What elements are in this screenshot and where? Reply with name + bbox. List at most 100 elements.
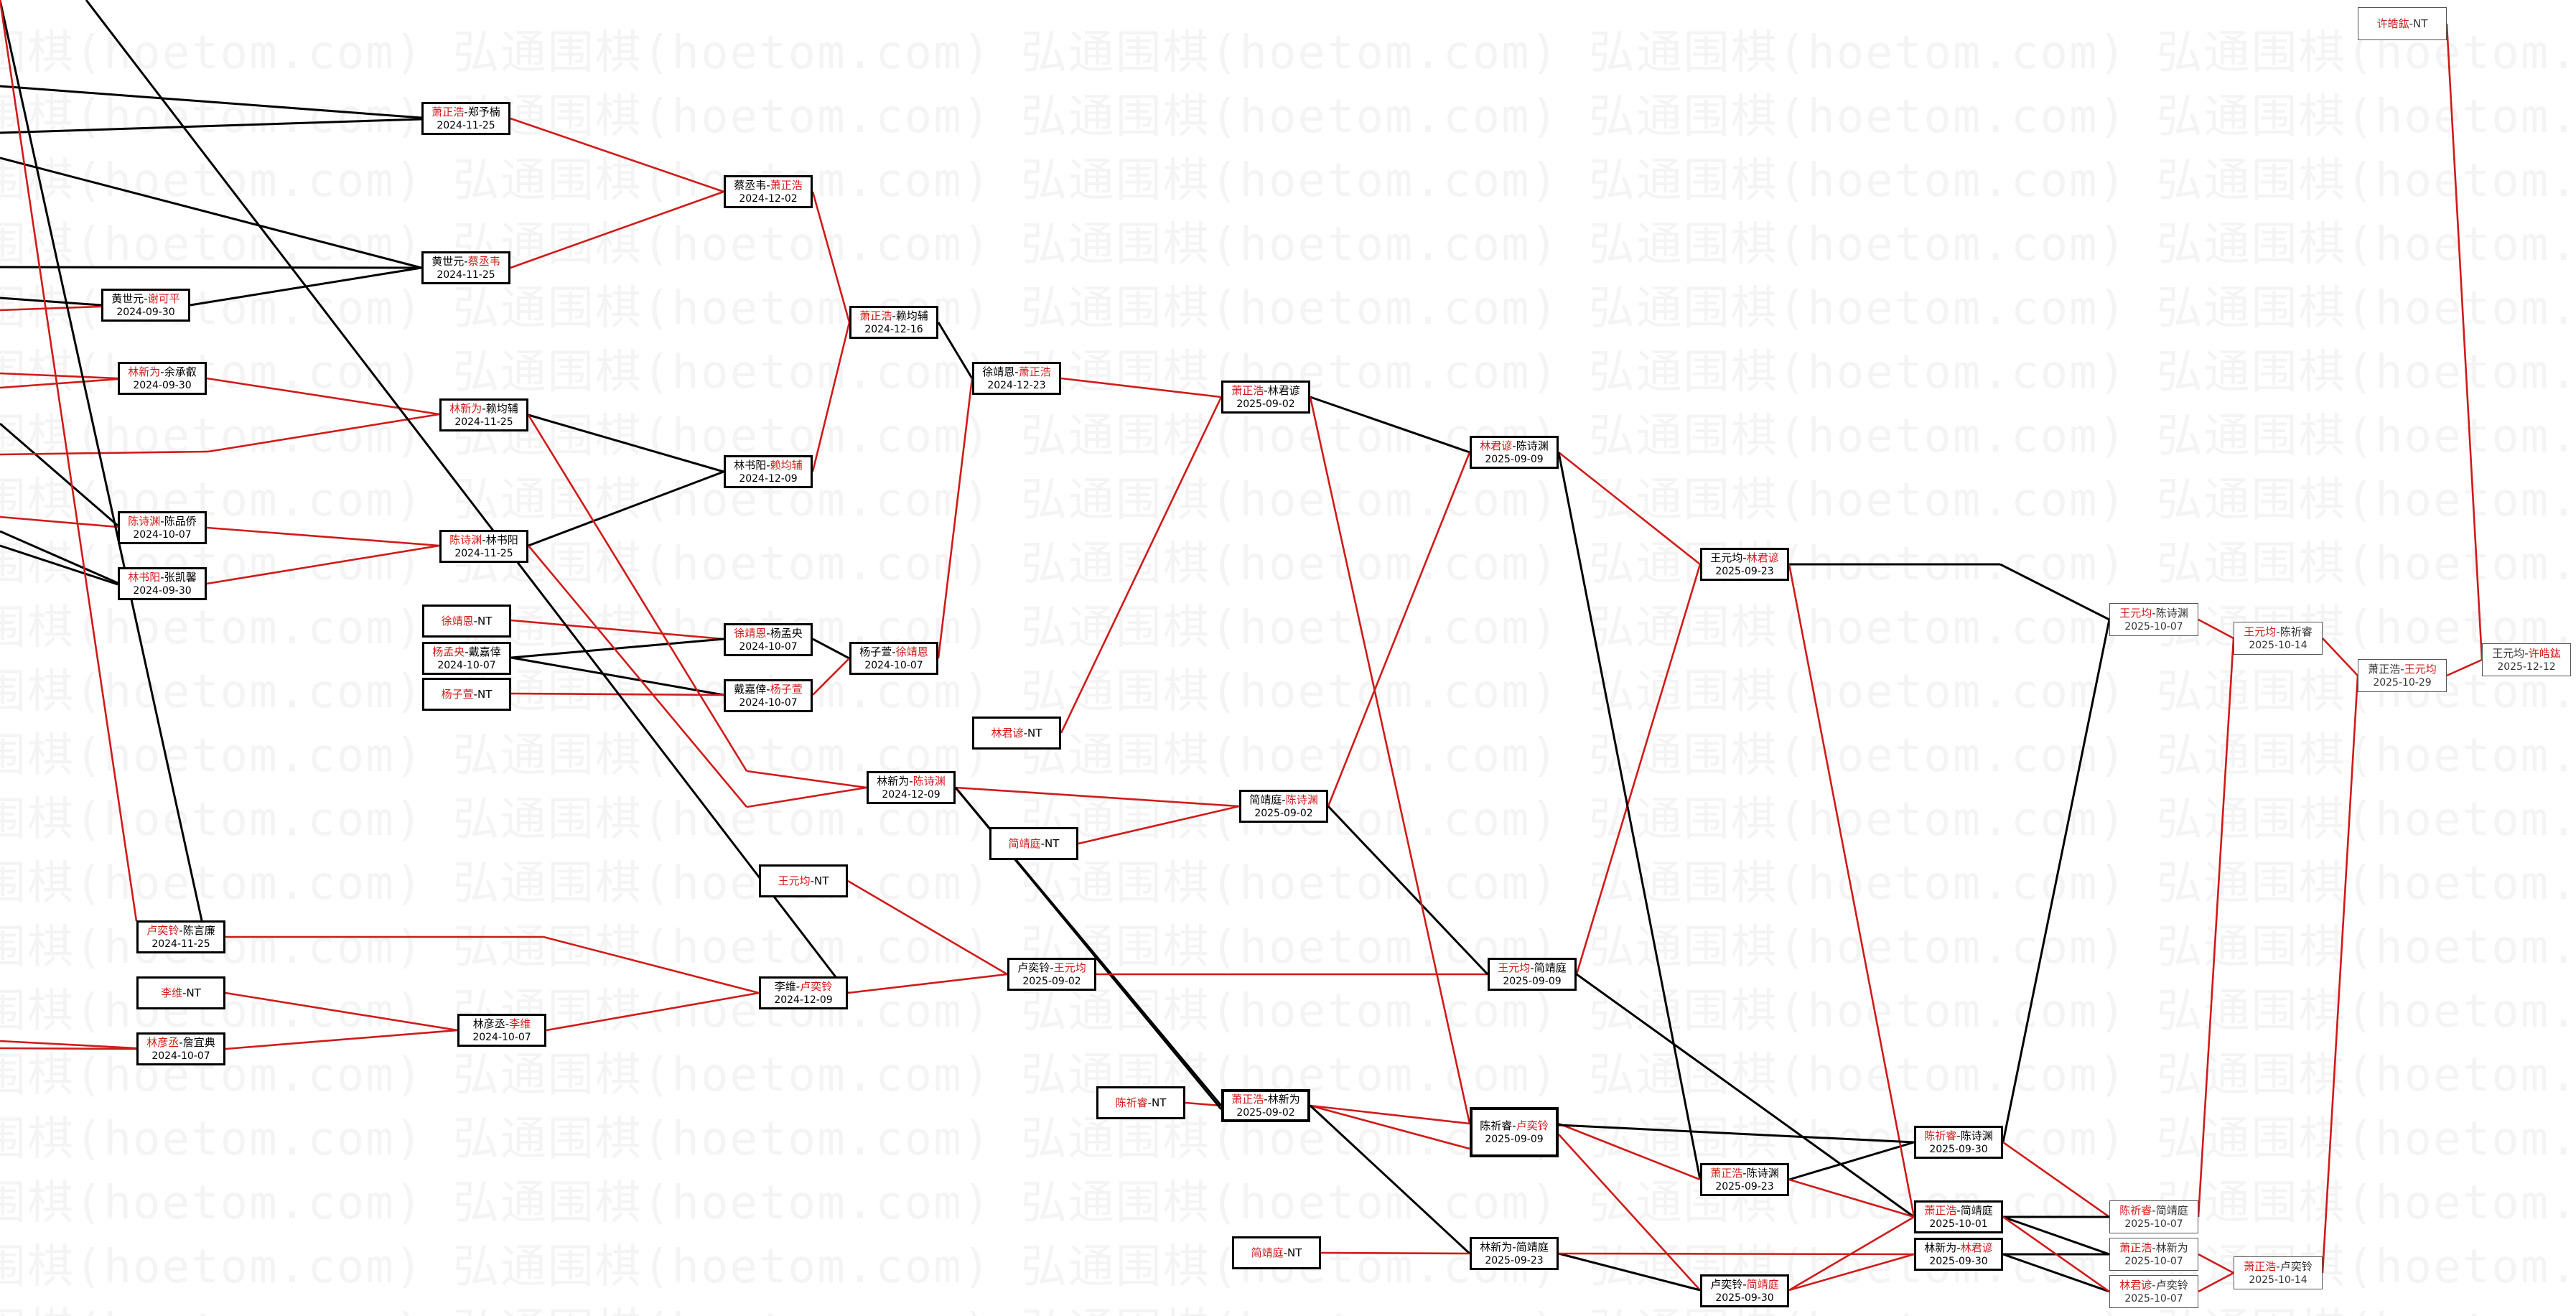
match-box[interactable]: 徐靖恩-萧正浩 2024-12-23 (972, 362, 1061, 395)
match-box[interactable]: 王元均-NT (759, 864, 848, 897)
player-name: 余承叡 (164, 365, 197, 378)
player-name: 林书阳 (485, 533, 518, 546)
player-name: 李维 (509, 1017, 531, 1030)
match-date: 2024-11-25 (437, 269, 495, 281)
match-date: 2024-11-25 (454, 548, 513, 559)
match-box[interactable]: 简靖庭-NT (989, 827, 1078, 860)
match-box[interactable]: 卢奕铃-简靖庭 2025-09-30 (1700, 1274, 1789, 1307)
match-box[interactable]: 林新为-林君谚 2025-09-30 (1914, 1238, 2003, 1271)
player-name: NT (2413, 17, 2428, 30)
match-box[interactable]: 黄世元-谢可平 2024-09-30 (101, 289, 190, 322)
match-box[interactable]: 萧正浩-林新为 2025-09-02 (1221, 1089, 1310, 1122)
match-box[interactable]: 陈祈睿-卢奕铃 2025-09-09 (1470, 1107, 1559, 1157)
player-name: 简靖庭 (1746, 1278, 1779, 1291)
player-name: 简靖庭 (1534, 961, 1567, 974)
match-box[interactable]: 陈祈睿-NT (1096, 1086, 1185, 1119)
player-name: 赖均辅 (485, 402, 518, 415)
match-box[interactable]: 林彦丞-詹宜典 2024-10-07 (136, 1032, 225, 1065)
match-box[interactable]: 简靖庭-NT (1232, 1236, 1321, 1269)
player-name: 王元均 (1710, 551, 1743, 564)
match-box[interactable]: 萧正浩-林新为 2025-10-07 (2109, 1238, 2198, 1271)
match-date: 2024-11-25 (437, 120, 495, 131)
match-box[interactable]: 卢奕铃-陈言廉 2024-11-25 (136, 920, 225, 953)
player-name: 陈诗渊 (1516, 439, 1549, 452)
connector-line (1310, 1104, 1470, 1125)
player-name: NT (814, 874, 829, 887)
match-box[interactable]: 林彦丞-李维 2024-10-07 (457, 1014, 546, 1047)
player-name: 林君谚 (1746, 551, 1779, 564)
connector-line (1557, 452, 1702, 1180)
match-box[interactable]: 林书阳-张凯馨 2024-09-30 (118, 567, 207, 600)
player-name: 王元均 (2244, 625, 2277, 638)
match-box[interactable]: 黄世元-蔡丞韦 2024-11-25 (421, 251, 510, 284)
match-box[interactable]: 王元均-许皓鈜 2025-12-12 (2482, 643, 2571, 676)
player-separator: - (1530, 961, 1534, 974)
match-date: 2024-09-30 (133, 585, 192, 597)
match-box[interactable]: 蔡丞韦-萧正浩 2024-12-02 (724, 175, 813, 208)
match-box[interactable]: 徐靖恩-NT (422, 605, 511, 638)
match-box[interactable]: 王元均-陈诗渊 2025-10-07 (2109, 603, 2198, 636)
player-name: 萧正浩 (859, 309, 892, 322)
connector-line (1309, 1104, 1471, 1255)
player-name: 萧正浩 (1710, 1167, 1743, 1180)
match-box[interactable]: 陈诗渊-陈品侨 2024-10-07 (118, 511, 207, 544)
player-name: 林新为 (128, 365, 161, 378)
match-box[interactable]: 林君谚-卢奕铃 2025-10-07 (2109, 1275, 2198, 1308)
match-date: 2025-09-09 (1503, 976, 1562, 987)
connector-line (510, 619, 724, 640)
match-players: 卢奕铃-陈言廉 (146, 923, 215, 938)
match-box[interactable]: 萧正浩-王元均 2025-10-29 (2358, 659, 2447, 692)
match-box[interactable]: 许皓鈜-NT (2358, 7, 2447, 40)
match-box[interactable]: 萧正浩-陈诗渊 2025-09-23 (1700, 1163, 1789, 1196)
match-box[interactable]: 王元均-陈祈睿 2025-10-14 (2234, 622, 2323, 655)
match-date: 2025-09-23 (1715, 1181, 1774, 1193)
match-box[interactable]: 林新为-陈诗渊 2024-12-09 (867, 771, 956, 804)
match-box[interactable]: 林新为-余承叡 2024-09-30 (118, 362, 207, 395)
connector-line (811, 322, 851, 472)
match-box[interactable]: 萧正浩-赖均辅 2024-12-16 (849, 306, 938, 339)
match-box[interactable]: 林书阳-赖均辅 2024-12-09 (724, 455, 813, 488)
connector-line (2002, 619, 2111, 1143)
player-separator: - (1742, 1278, 1747, 1291)
connector-line (2002, 1253, 2110, 1293)
match-box[interactable]: 简靖庭-陈诗渊 2025-09-02 (1239, 790, 1328, 823)
connector-line (1078, 805, 1240, 845)
match-box[interactable]: 杨孟央-戴嘉倖 2024-10-07 (422, 642, 511, 675)
match-box[interactable]: 王元均-简靖庭 2025-09-09 (1488, 958, 1577, 991)
match-box[interactable]: 林君谚-NT (972, 717, 1061, 750)
match-box[interactable]: 萧正浩-郑予楠 2024-11-25 (421, 102, 510, 135)
match-box[interactable]: 林君谚-陈诗渊 2025-09-09 (1470, 436, 1559, 469)
match-box[interactable]: 卢奕铃-王元均 2025-09-02 (1007, 958, 1096, 991)
match-box[interactable]: 萧正浩-卢奕铃 2025-10-14 (2234, 1256, 2323, 1289)
player-name: NT (1287, 1246, 1302, 1259)
connector-line (1310, 1104, 1470, 1150)
connector-line (1320, 1251, 1470, 1255)
connector-line (206, 377, 440, 416)
match-box[interactable]: 王元均-林君谚 2025-09-23 (1700, 548, 1789, 581)
match-box[interactable]: 林新为-赖均辅 2024-11-25 (439, 398, 528, 431)
connector-line (527, 414, 748, 772)
match-box[interactable]: 林新为-简靖庭 2025-09-23 (1470, 1237, 1559, 1270)
match-box[interactable]: 戴嘉倖-杨子萱 2024-10-07 (724, 679, 813, 712)
match-players: 林君谚-NT (991, 726, 1042, 740)
match-box[interactable]: 陈诗渊-林书阳 2024-11-25 (439, 530, 528, 563)
match-players: 简靖庭-NT (1251, 1246, 1302, 1260)
player-name: 王元均 (2492, 647, 2525, 660)
player-name: 林君谚 (1267, 384, 1300, 397)
player-name: 林彦丞 (146, 1036, 179, 1049)
player-name: 林君谚 (2119, 1279, 2152, 1292)
player-name: NT (477, 688, 493, 701)
match-box[interactable]: 萧正浩-简靖庭 2025-10-01 (1914, 1200, 2003, 1233)
player-name: 林书阳 (128, 571, 161, 584)
match-box[interactable]: 陈祈睿-陈诗渊 2025-09-30 (1914, 1126, 2003, 1159)
match-box[interactable]: 李维-卢奕铃 2024-12-09 (759, 976, 848, 1009)
match-box[interactable]: 陈祈睿-简靖庭 2025-10-07 (2109, 1200, 2198, 1233)
player-separator: - (2152, 1279, 2156, 1292)
match-box[interactable]: 李维-NT (136, 976, 225, 1009)
match-box[interactable]: 萧正浩-林君谚 2025-09-02 (1221, 381, 1310, 414)
match-box[interactable]: 徐靖恩-杨孟央 2024-10-07 (724, 623, 813, 656)
match-box[interactable]: 杨子萱-徐靖恩 2024-10-07 (849, 642, 938, 675)
connector-line (2445, 23, 2483, 661)
match-box[interactable]: 杨子萱-NT (422, 678, 511, 711)
